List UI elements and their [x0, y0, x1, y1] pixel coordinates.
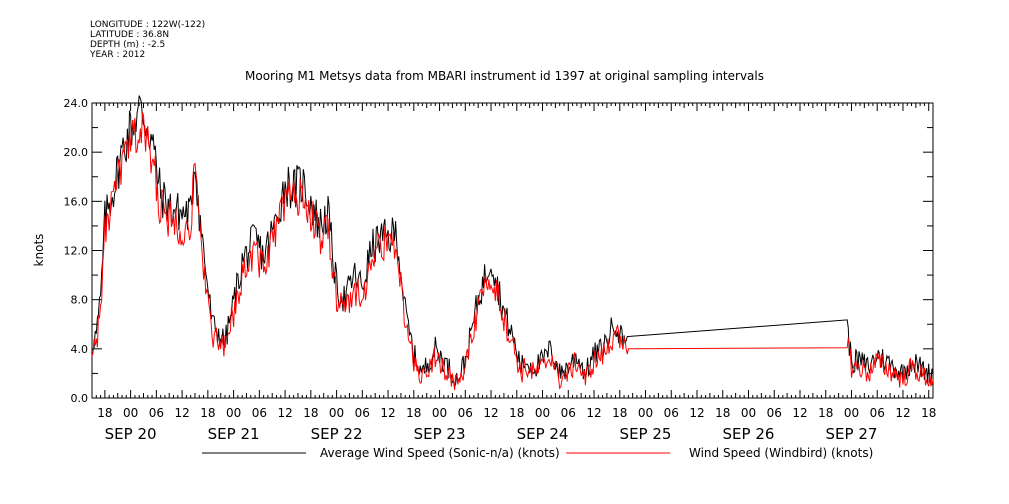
y-axis-label: knots: [32, 234, 46, 267]
x-tick-label: 18: [921, 406, 936, 420]
x-date-label: SEP 23: [414, 425, 466, 443]
x-tick-label: 00: [123, 406, 138, 420]
y-tick-label: 20.0: [64, 146, 89, 159]
x-tick-label: 12: [380, 406, 395, 420]
x-tick-label: 06: [561, 406, 576, 420]
x-date-label: SEP 22: [311, 425, 363, 443]
x-tick-label: 06: [664, 406, 679, 420]
x-tick-label: 18: [612, 406, 627, 420]
chart-title: Mooring M1 Metsys data from MBARI instru…: [245, 69, 764, 83]
x-tick-label: 18: [97, 406, 112, 420]
x-tick-label: 06: [149, 406, 164, 420]
x-tick-label: 00: [741, 406, 756, 420]
y-tick-label: 0.0: [71, 392, 89, 405]
x-tick-label: 00: [226, 406, 241, 420]
x-tick-label: 06: [767, 406, 782, 420]
y-tick-label: 16.0: [64, 195, 89, 208]
x-date-label: SEP 21: [208, 425, 260, 443]
x-tick-label: 12: [483, 406, 498, 420]
x-tick-label: 00: [432, 406, 447, 420]
x-tick-label: 00: [638, 406, 653, 420]
x-date-label: SEP 20: [105, 425, 157, 443]
x-tick-label: 06: [355, 406, 370, 420]
x-tick-label: 00: [844, 406, 859, 420]
x-tick-label: 06: [252, 406, 267, 420]
x-tick-label: 06: [458, 406, 473, 420]
x-date-label: SEP 24: [517, 425, 569, 443]
x-tick-label: 18: [715, 406, 730, 420]
latitude-label: LATITUDE : 36.8N: [90, 30, 170, 40]
x-tick-label: 12: [895, 406, 910, 420]
series-line-windbird-wind-speed: [91, 112, 934, 391]
depth-label: DEPTH (m) : -2.5: [90, 40, 166, 50]
legend-label-average-wind-speed: Average Wind Speed (Sonic-n/a) (knots): [320, 446, 560, 460]
x-date-label: SEP 27: [826, 425, 878, 443]
x-axis: 18 00 06 12 18 00 06 12 18 00 06 12 18 00 06 12 18 00 06 12…: [91, 103, 936, 443]
y-tick-label: 4.0: [71, 343, 89, 356]
longitude-label: LONGITUDE : 122W(-122): [90, 20, 206, 30]
legend-label-windbird-wind-speed: Wind Speed (Windbird) (knots): [689, 446, 874, 460]
x-tick-label: 12: [277, 406, 292, 420]
x-tick-label: 12: [792, 406, 807, 420]
y-tick-label: 12.0: [64, 245, 89, 258]
x-tick-label: 12: [689, 406, 704, 420]
y-tick-label: 24.0: [64, 97, 89, 110]
plot-border: [91, 102, 934, 399]
x-tick-label: 12: [586, 406, 601, 420]
x-tick-label: 18: [509, 406, 524, 420]
x-tick-label: 18: [406, 406, 421, 420]
year-label: YEAR : 2012: [90, 50, 146, 60]
x-tick-label: 12: [174, 406, 189, 420]
plot-frame: [91, 102, 934, 399]
x-tick-label: 00: [535, 406, 550, 420]
x-date-label: SEP 25: [620, 425, 672, 443]
x-tick-label: 00: [329, 406, 344, 420]
y-tick-label: 8.0: [71, 294, 89, 307]
x-tick-label: 18: [818, 406, 833, 420]
x-tick-label: 18: [200, 406, 215, 420]
series-lines: [91, 95, 934, 391]
x-tick-label: 06: [870, 406, 885, 420]
y-axis: 0.0 4.0 8.0 12.0 16.0 20.0 24.0: [64, 97, 933, 405]
x-date-label: SEP 26: [723, 425, 775, 443]
x-tick-label: 18: [303, 406, 318, 420]
metadata-block: LONGITUDE : 122W(-122) LATITUDE : 36.8N …: [90, 20, 205, 60]
